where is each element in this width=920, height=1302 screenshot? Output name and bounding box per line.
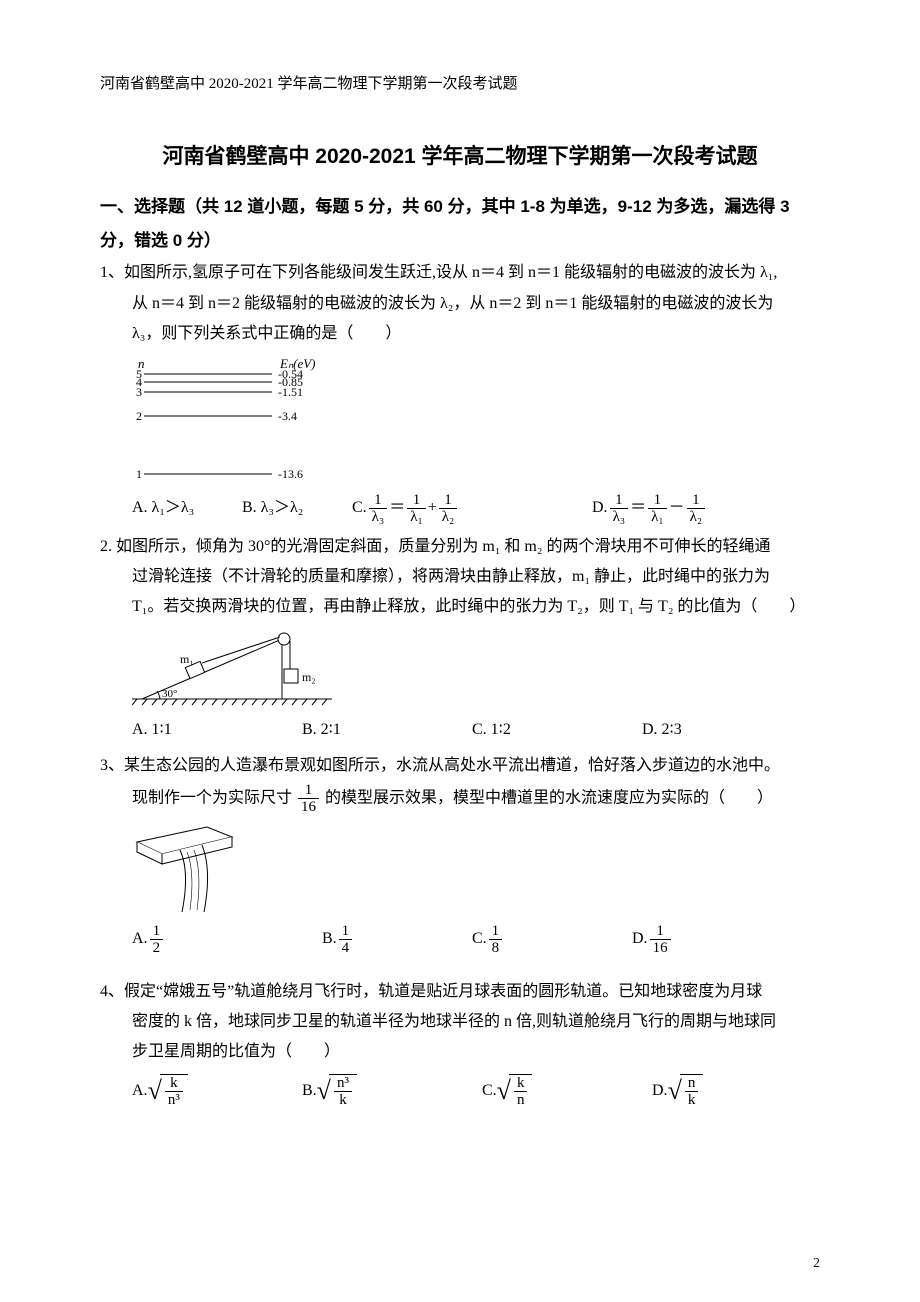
q4-optC-prefix: C. bbox=[482, 1076, 497, 1106]
q3-waterfall-diagram bbox=[132, 822, 820, 917]
page-number: 2 bbox=[813, 1251, 820, 1278]
q1-optD-t2-num: 1 bbox=[687, 492, 706, 510]
q3-optC-prefix: C. bbox=[472, 924, 487, 954]
q4-stem-line2: 密度的 k 倍，地球同步卫星的轨道半径为地球半径的 n 倍,则轨道舱绕月飞行的周… bbox=[100, 1007, 820, 1037]
q1-optC-lhs-num: 1 bbox=[369, 492, 388, 510]
q1-optD-lhs-num: 1 bbox=[610, 492, 629, 510]
q3-stem-frac-den: 16 bbox=[298, 799, 319, 816]
q1-optD-t1-den: λ₁ bbox=[648, 509, 667, 526]
q3-option-a: A. 12 bbox=[132, 923, 322, 957]
q1-optD-minus: － bbox=[669, 493, 685, 523]
q4-optD-prefix: D. bbox=[652, 1076, 668, 1106]
q4-option-d: D. √ nk bbox=[652, 1074, 703, 1109]
q1-optD-prefix: D. bbox=[592, 493, 608, 523]
q3-optB-den: 4 bbox=[339, 940, 353, 957]
q1-level-2-n: 2 bbox=[136, 409, 142, 423]
q1-option-b: B. λ₃＞λ₂ bbox=[242, 493, 352, 523]
q4-optC-den: n bbox=[514, 1092, 528, 1109]
q2-stem-line2: 过滑轮连接（不计滑轮的质量和摩擦），将两滑块由静止释放，m₁ 静止，此时绳中的张… bbox=[100, 562, 820, 592]
q4-optA-den: n³ bbox=[165, 1092, 183, 1109]
q3-optD-prefix: D. bbox=[632, 924, 648, 954]
q4-optB-num: n³ bbox=[334, 1075, 352, 1093]
q4-option-c: C. √ kn bbox=[482, 1074, 652, 1109]
q4-optB-den: k bbox=[334, 1092, 352, 1109]
q4-options: A. √ kn³ B. √ n³k C. √ kn D. √ bbox=[100, 1074, 820, 1109]
q3-optD-num: 1 bbox=[650, 923, 671, 941]
q2-m2: m₂ bbox=[302, 670, 316, 684]
q1-level-2-E: -3.4 bbox=[278, 409, 297, 423]
question-3: 3、某生态公园的人造瀑布景观如图所示，水流从高处水平流出槽道，恰好落入步道边的水… bbox=[100, 751, 820, 956]
section-header: 一、选择题（共 12 道小题，每题 5 分，共 60 分，其中 1-8 为单选，… bbox=[100, 190, 820, 258]
q1-level-3-n: 3 bbox=[136, 385, 142, 399]
q3-optC-den: 8 bbox=[489, 940, 503, 957]
q4-stem-line3: 步卫星周期的比值为（ ） bbox=[100, 1037, 820, 1067]
q1-optC-eq: ＝ bbox=[389, 493, 405, 523]
q3-option-d: D. 116 bbox=[632, 923, 673, 957]
q4-option-b: B. √ n³k bbox=[302, 1074, 482, 1109]
q4-optB-prefix: B. bbox=[302, 1076, 317, 1106]
q3-optB-num: 1 bbox=[339, 923, 353, 941]
q4-option-a: A. √ kn³ bbox=[132, 1074, 302, 1109]
q3-options: A. 12 B. 14 C. 18 D. 116 bbox=[100, 923, 820, 957]
page: 河南省鹤壁高中 2020-2021 学年高二物理下学期第一次段考试题 河南省鹤壁… bbox=[0, 0, 920, 1302]
q3-stem-part-a: 现制作一个为实际尺寸 bbox=[132, 789, 292, 806]
q2-option-d: D. 2∶3 bbox=[642, 715, 682, 745]
q3-stem-part-b: 的模型展示效果，模型中槽道里的水流速度应为实际的（ ） bbox=[325, 789, 773, 806]
q1-optD-eq: ＝ bbox=[630, 493, 646, 523]
q2-stem-line3: T₁。若交换两滑块的位置，再由静止释放，此时绳中的张力为 T₂，则 T₁ 与 T… bbox=[100, 592, 820, 622]
q1-level-1-E: -13.6 bbox=[278, 467, 303, 481]
q3-option-c: C. 18 bbox=[472, 923, 632, 957]
q3-optB-prefix: B. bbox=[322, 924, 337, 954]
q1-optC-lhs-den: λ₃ bbox=[369, 509, 388, 526]
running-header: 河南省鹤壁高中 2020-2021 学年高二物理下学期第一次段考试题 bbox=[100, 70, 820, 99]
q1-optC-t1-den: λ₁ bbox=[407, 509, 426, 526]
q1-stem-line1: 1、如图所示,氢原子可在下列各能级间发生跃迁,设从 n＝4 到 n＝1 能级辐射… bbox=[100, 258, 820, 288]
q2-angle: 30° bbox=[162, 688, 177, 700]
q2-options: A. 1∶1 B. 2∶1 C. 1∶2 D. 2∶3 bbox=[100, 715, 820, 745]
q1-level-3-E: -1.51 bbox=[278, 385, 303, 399]
q1-optC-prefix: C. bbox=[352, 493, 367, 523]
q3-stem-line2: 现制作一个为实际尺寸 116 的模型展示效果，模型中槽道里的水流速度应为实际的（… bbox=[100, 782, 820, 816]
q3-optA-den: 2 bbox=[150, 940, 164, 957]
q3-optD-den: 16 bbox=[650, 940, 671, 957]
q3-option-b: B. 14 bbox=[322, 923, 472, 957]
q4-optA-prefix: A. bbox=[132, 1076, 148, 1106]
q3-stem-frac-num: 1 bbox=[298, 782, 319, 800]
q1-options: A. λ₁＞λ₃ B. λ₃＞λ₂ C. 1λ₃ ＝ 1λ₁ + 1λ₂ D. … bbox=[100, 492, 820, 526]
q2-option-b: B. 2∶1 bbox=[302, 715, 472, 745]
q3-optC-num: 1 bbox=[489, 923, 503, 941]
q1-option-a: A. λ₁＞λ₃ bbox=[132, 493, 242, 523]
q2-stem-line1: 2. 如图所示，倾角为 30°的光滑固定斜面，质量分别为 m₁ 和 m₂ 的两个… bbox=[100, 532, 820, 562]
q3-optA-prefix: A. bbox=[132, 924, 148, 954]
q2-option-a: A. 1∶1 bbox=[132, 715, 302, 745]
q1-level-1-n: 1 bbox=[136, 467, 142, 481]
q3-optA-num: 1 bbox=[150, 923, 164, 941]
q2-option-c: C. 1∶2 bbox=[472, 715, 642, 745]
q1-optD-lhs-den: λ₃ bbox=[610, 509, 629, 526]
q1-stem-line2: 从 n＝4 到 n＝2 能级辐射的电磁波的波长为 λ₂，从 n＝2 到 n＝1 … bbox=[100, 289, 820, 319]
q4-optD-den: k bbox=[685, 1092, 699, 1109]
q1-optD-t1-num: 1 bbox=[648, 492, 667, 510]
q2-m1: m₁ bbox=[180, 652, 194, 666]
q4-optA-num: k bbox=[165, 1075, 183, 1093]
q4-optD-num: n bbox=[685, 1075, 699, 1093]
q1-optC-t2-den: λ₂ bbox=[439, 509, 458, 526]
q4-optC-num: k bbox=[514, 1075, 528, 1093]
q1-stem-line3: λ₃，则下列关系式中正确的是（ ） bbox=[100, 319, 820, 349]
q1-option-d: D. 1λ₃ ＝ 1λ₁ － 1λ₂ bbox=[592, 492, 707, 526]
q2-incline-diagram: 30° m₁ m₂ bbox=[132, 629, 820, 709]
q1-optC-t1-num: 1 bbox=[407, 492, 426, 510]
question-4: 4、假定“嫦娥五号”轨道舱绕月飞行时，轨道是贴近月球表面的圆形轨道。已知地球密度… bbox=[100, 977, 820, 1109]
document-title: 河南省鹤壁高中 2020-2021 学年高二物理下学期第一次段考试题 bbox=[100, 137, 820, 177]
question-1: 1、如图所示,氢原子可在下列各能级间发生跃迁,设从 n＝4 到 n＝1 能级辐射… bbox=[100, 258, 820, 525]
q4-stem-line1: 4、假定“嫦娥五号”轨道舱绕月飞行时，轨道是贴近月球表面的圆形轨道。已知地球密度… bbox=[100, 977, 820, 1007]
q1-option-c: C. 1λ₃ ＝ 1λ₁ + 1λ₂ bbox=[352, 492, 592, 526]
q1-optC-plus: + bbox=[428, 493, 437, 523]
q1-optD-t2-den: λ₂ bbox=[687, 509, 706, 526]
q1-energy-level-diagram: n Eₙ(eV) 5 -0.54 4 -0.85 3 -1.51 2 -3.4 … bbox=[132, 356, 820, 486]
question-2: 2. 如图所示，倾角为 30°的光滑固定斜面，质量分别为 m₁ 和 m₂ 的两个… bbox=[100, 532, 820, 746]
q3-stem-line1: 3、某生态公园的人造瀑布景观如图所示，水流从高处水平流出槽道，恰好落入步道边的水… bbox=[100, 751, 820, 781]
q1-optC-t2-num: 1 bbox=[439, 492, 458, 510]
